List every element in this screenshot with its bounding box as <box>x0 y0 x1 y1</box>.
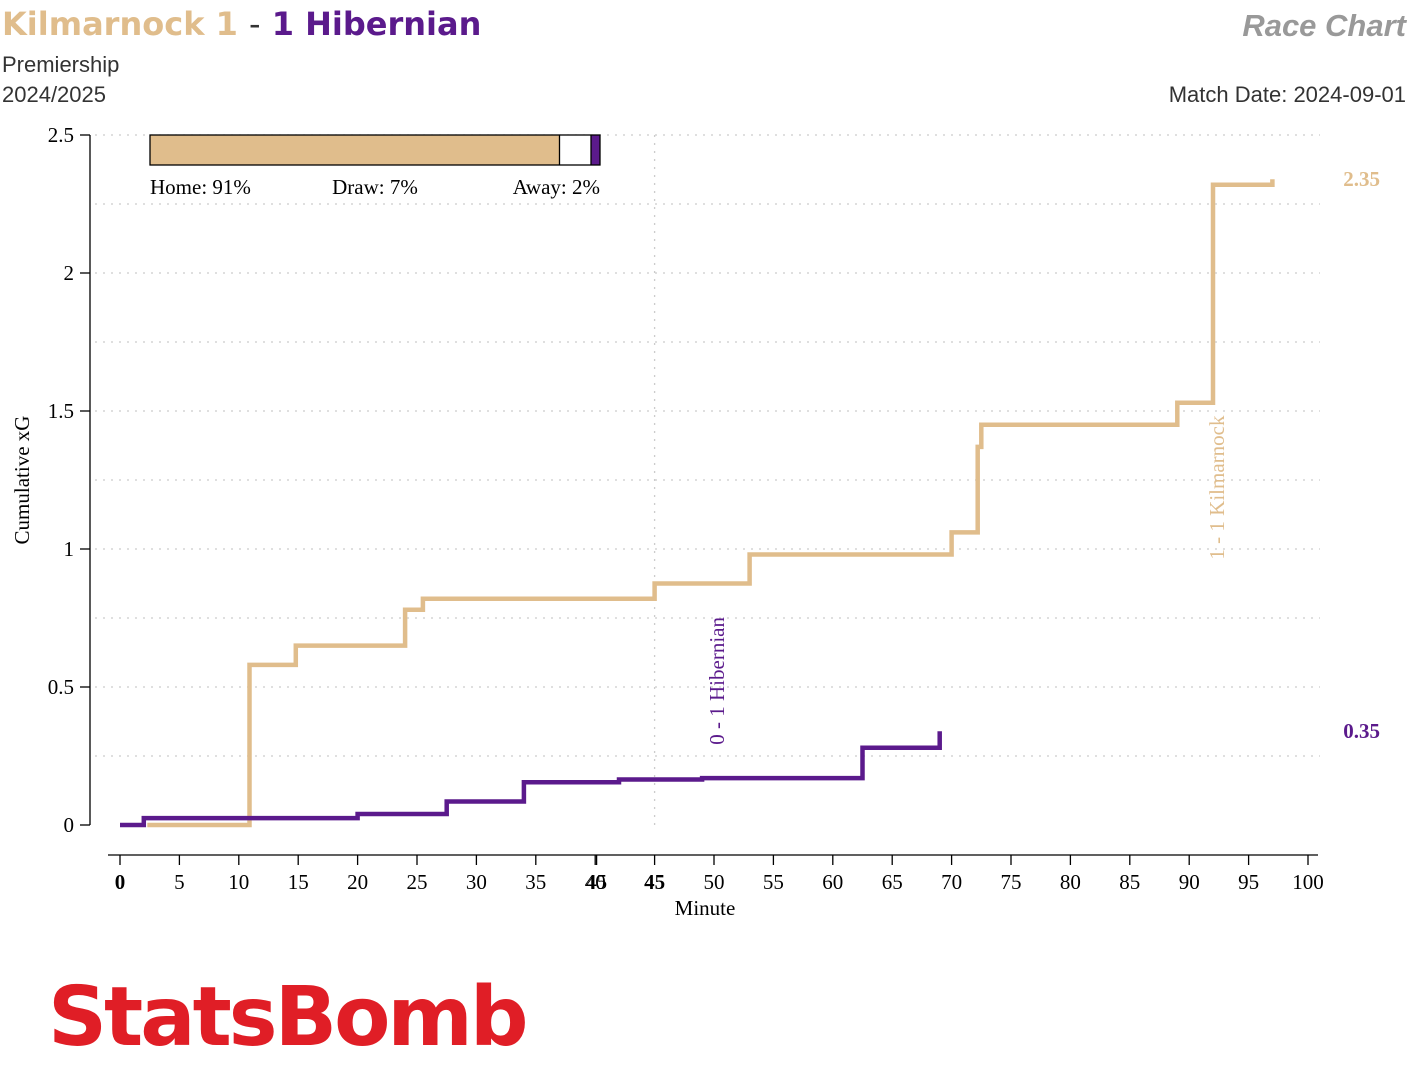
y-tick-label: 0.5 <box>48 675 74 699</box>
x-tick-label: 90 <box>1179 870 1200 894</box>
x-tick-label: 75 <box>1001 870 1022 894</box>
away-score: 1 <box>271 5 294 43</box>
y-tick-label: 1 <box>64 537 75 561</box>
x-tick-label: 85 <box>1119 870 1140 894</box>
probability-bar-outline <box>149 134 601 166</box>
x-tick-label: 70 <box>941 870 962 894</box>
y-tick-label: 2 <box>64 261 75 285</box>
x-tick-label: 65 <box>882 870 903 894</box>
x-tick-label: 60 <box>822 870 843 894</box>
race-chart: 0 0.5 1 1.5 2 2.5 Cumulative xG 0 5 10 15 20 25 30 35 4… <box>10 123 1380 920</box>
x-tick-label: 100 <box>1292 870 1324 894</box>
x-tick-label: 80 <box>1060 870 1081 894</box>
match-title: Kilmarnock 1 - 1 Hibernian <box>2 4 481 44</box>
draw-probability-label: Draw: 7% <box>332 175 418 199</box>
x-axis-label: Minute <box>675 896 736 920</box>
home-probability-label: Home: 91% <box>150 175 251 199</box>
x-tick-label: 25 <box>407 870 428 894</box>
x-tick-label: 0 <box>115 870 126 894</box>
x-tick-label: 5 <box>174 870 185 894</box>
home-goal-label: 1 - 1 Kilmarnock <box>1205 415 1229 560</box>
away-win-probability-bar <box>591 135 600 165</box>
header: Kilmarnock 1 - 1 Hibernian Premiership 2… <box>2 4 481 110</box>
away-xg-line <box>120 731 942 828</box>
x-tick-label: 55 <box>763 870 784 894</box>
home-team-name: Kilmarnock <box>2 5 205 43</box>
x-tick-label: 20 <box>347 870 368 894</box>
x-tick-label: 45 <box>644 870 665 894</box>
competition-name: Premiership <box>2 52 120 77</box>
match-date: Match Date: 2024-09-01 <box>1168 82 1406 107</box>
season: 2024/2025 <box>2 82 106 107</box>
x-tick-label: 95 <box>1238 870 1259 894</box>
y-axis-label: Cumulative xG <box>10 416 34 545</box>
statsbomb-logo: StatsBomb <box>48 970 529 1065</box>
home-score: 1 <box>215 5 238 43</box>
y-tick-label: 1.5 <box>48 399 74 423</box>
y-tick-label: 2.5 <box>48 123 74 147</box>
x-tick-label: 50 <box>704 870 725 894</box>
home-final-xg-label: 2.35 <box>1343 167 1380 191</box>
away-goal-label: 0 - 1 Hibernian <box>705 617 729 745</box>
x-tick-label: 40 <box>585 870 606 894</box>
x-tick-label: 10 <box>228 870 249 894</box>
away-final-xg-label: 0.35 <box>1343 719 1380 743</box>
chart-type-title: Race Chart <box>1242 8 1406 43</box>
score-separator: - <box>249 5 261 43</box>
home-xg-line <box>147 179 1275 828</box>
away-team-name: Hibernian <box>305 5 482 43</box>
draw-probability-bar <box>559 135 591 165</box>
x-tick-label: 30 <box>466 870 487 894</box>
x-tick-label: 45 <box>586 870 607 894</box>
away-probability-label: Away: 2% <box>513 175 600 199</box>
home-win-probability-bar <box>150 135 560 165</box>
x-tick-label: 15 <box>288 870 309 894</box>
x-tick-label: 35 <box>525 870 546 894</box>
y-tick-label: 0 <box>64 813 75 837</box>
